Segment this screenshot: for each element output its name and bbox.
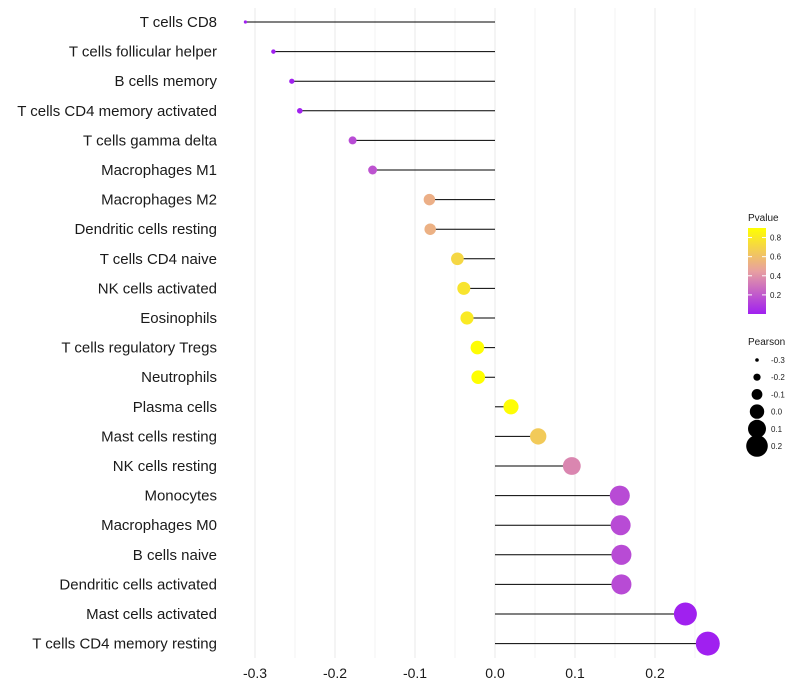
lollipop-point	[289, 78, 295, 84]
lollipop-point	[470, 340, 485, 355]
lollipop-point	[673, 602, 697, 626]
lollipop-point	[457, 281, 471, 295]
category-label: T cells follicular helper	[69, 44, 217, 61]
category-label: Monocytes	[144, 488, 217, 505]
x-tick-label: -0.2	[323, 665, 347, 681]
category-label: T cells CD4 memory activated	[17, 103, 217, 120]
category-label: Plasma cells	[133, 399, 217, 416]
pvalue-legend: Pvalue 0.2 0.4 0.6 0.8	[748, 213, 782, 314]
lollipop-point	[368, 165, 378, 175]
x-tick-label: 0.2	[645, 665, 665, 681]
lollipop-point	[611, 544, 632, 565]
category-label: Macrophages M0	[101, 517, 217, 534]
colorbar-tick-label: 0.2	[770, 291, 782, 300]
lollipop-point	[423, 193, 436, 206]
lollipop-point	[695, 631, 720, 656]
lollipop-point	[451, 252, 464, 266]
lollipop-point	[609, 485, 630, 506]
category-label: T cells CD4 naive	[100, 251, 217, 268]
size-legend-label: -0.3	[771, 356, 785, 365]
lollipop-point	[610, 515, 631, 536]
category-label: T cells CD4 memory resting	[32, 636, 217, 653]
category-label: T cells regulatory Tregs	[61, 340, 217, 357]
colorbar-tick-label: 0.8	[770, 234, 782, 243]
x-tick-label: -0.3	[243, 665, 267, 681]
pearson-legend: Pearson -0.3 -0.2 -0.1 0.0 0.1 0.2	[746, 337, 785, 457]
x-axis-tick-labels: -0.3 -0.2 -0.1 0.0 0.1 0.2	[243, 665, 665, 681]
size-legend-label: -0.2	[771, 373, 785, 382]
lollipop-point	[530, 428, 547, 445]
category-label: Dendritic cells resting	[74, 221, 217, 238]
category-label: T cells CD8	[140, 14, 217, 31]
category-label: Neutrophils	[141, 369, 217, 386]
lollipop-point	[296, 107, 303, 114]
lollipop-point	[562, 457, 581, 475]
lollipop-point	[460, 311, 474, 325]
category-label: T cells gamma delta	[83, 132, 218, 149]
grid-lines	[254, 8, 696, 658]
pvalue-legend-title: Pvalue	[748, 213, 779, 224]
category-label: Mast cells activated	[86, 606, 217, 623]
lollipop-point	[348, 136, 357, 145]
lollipop-segments	[245, 21, 708, 645]
lollipop-point	[424, 223, 436, 235]
x-tick-label: 0.1	[565, 665, 585, 681]
size-legend-key	[749, 404, 765, 419]
category-label: B cells memory	[114, 73, 217, 90]
size-legend-label: 0.1	[771, 425, 783, 434]
x-tick-label: -0.1	[403, 665, 427, 681]
size-legend-label: 0.0	[771, 408, 783, 417]
pvalue-colorbar	[748, 228, 766, 314]
category-label: NK cells activated	[98, 280, 217, 297]
size-legend-key	[755, 358, 759, 362]
category-labels: T cells CD8 T cells follicular helper B ce…	[17, 14, 217, 653]
lollipop-point	[243, 20, 247, 24]
pearson-legend-title: Pearson	[748, 337, 785, 348]
size-legend-label: 0.2	[771, 442, 783, 451]
category-label: Macrophages M1	[101, 162, 217, 179]
category-label: NK cells resting	[113, 458, 217, 475]
colorbar-tick-label: 0.6	[770, 253, 782, 262]
category-label: Macrophages M2	[101, 192, 217, 209]
lollipop-points	[243, 20, 720, 656]
category-label: Eosinophils	[140, 310, 217, 327]
size-legend-key	[746, 435, 768, 457]
lollipop-point	[503, 399, 519, 415]
size-legend-key	[753, 373, 761, 381]
lollipop-point	[471, 370, 486, 385]
x-tick-label: 0.0	[485, 665, 505, 681]
category-label: Mast cells resting	[101, 428, 217, 445]
lollipop-point	[611, 574, 632, 595]
lollipop-point	[271, 49, 276, 54]
category-label: B cells naive	[133, 547, 217, 564]
size-legend-key	[751, 389, 763, 400]
colorbar-tick-label: 0.4	[770, 272, 782, 281]
size-legend-key	[748, 419, 766, 438]
category-label: Dendritic cells activated	[59, 576, 217, 593]
size-legend-label: -0.1	[771, 390, 785, 399]
